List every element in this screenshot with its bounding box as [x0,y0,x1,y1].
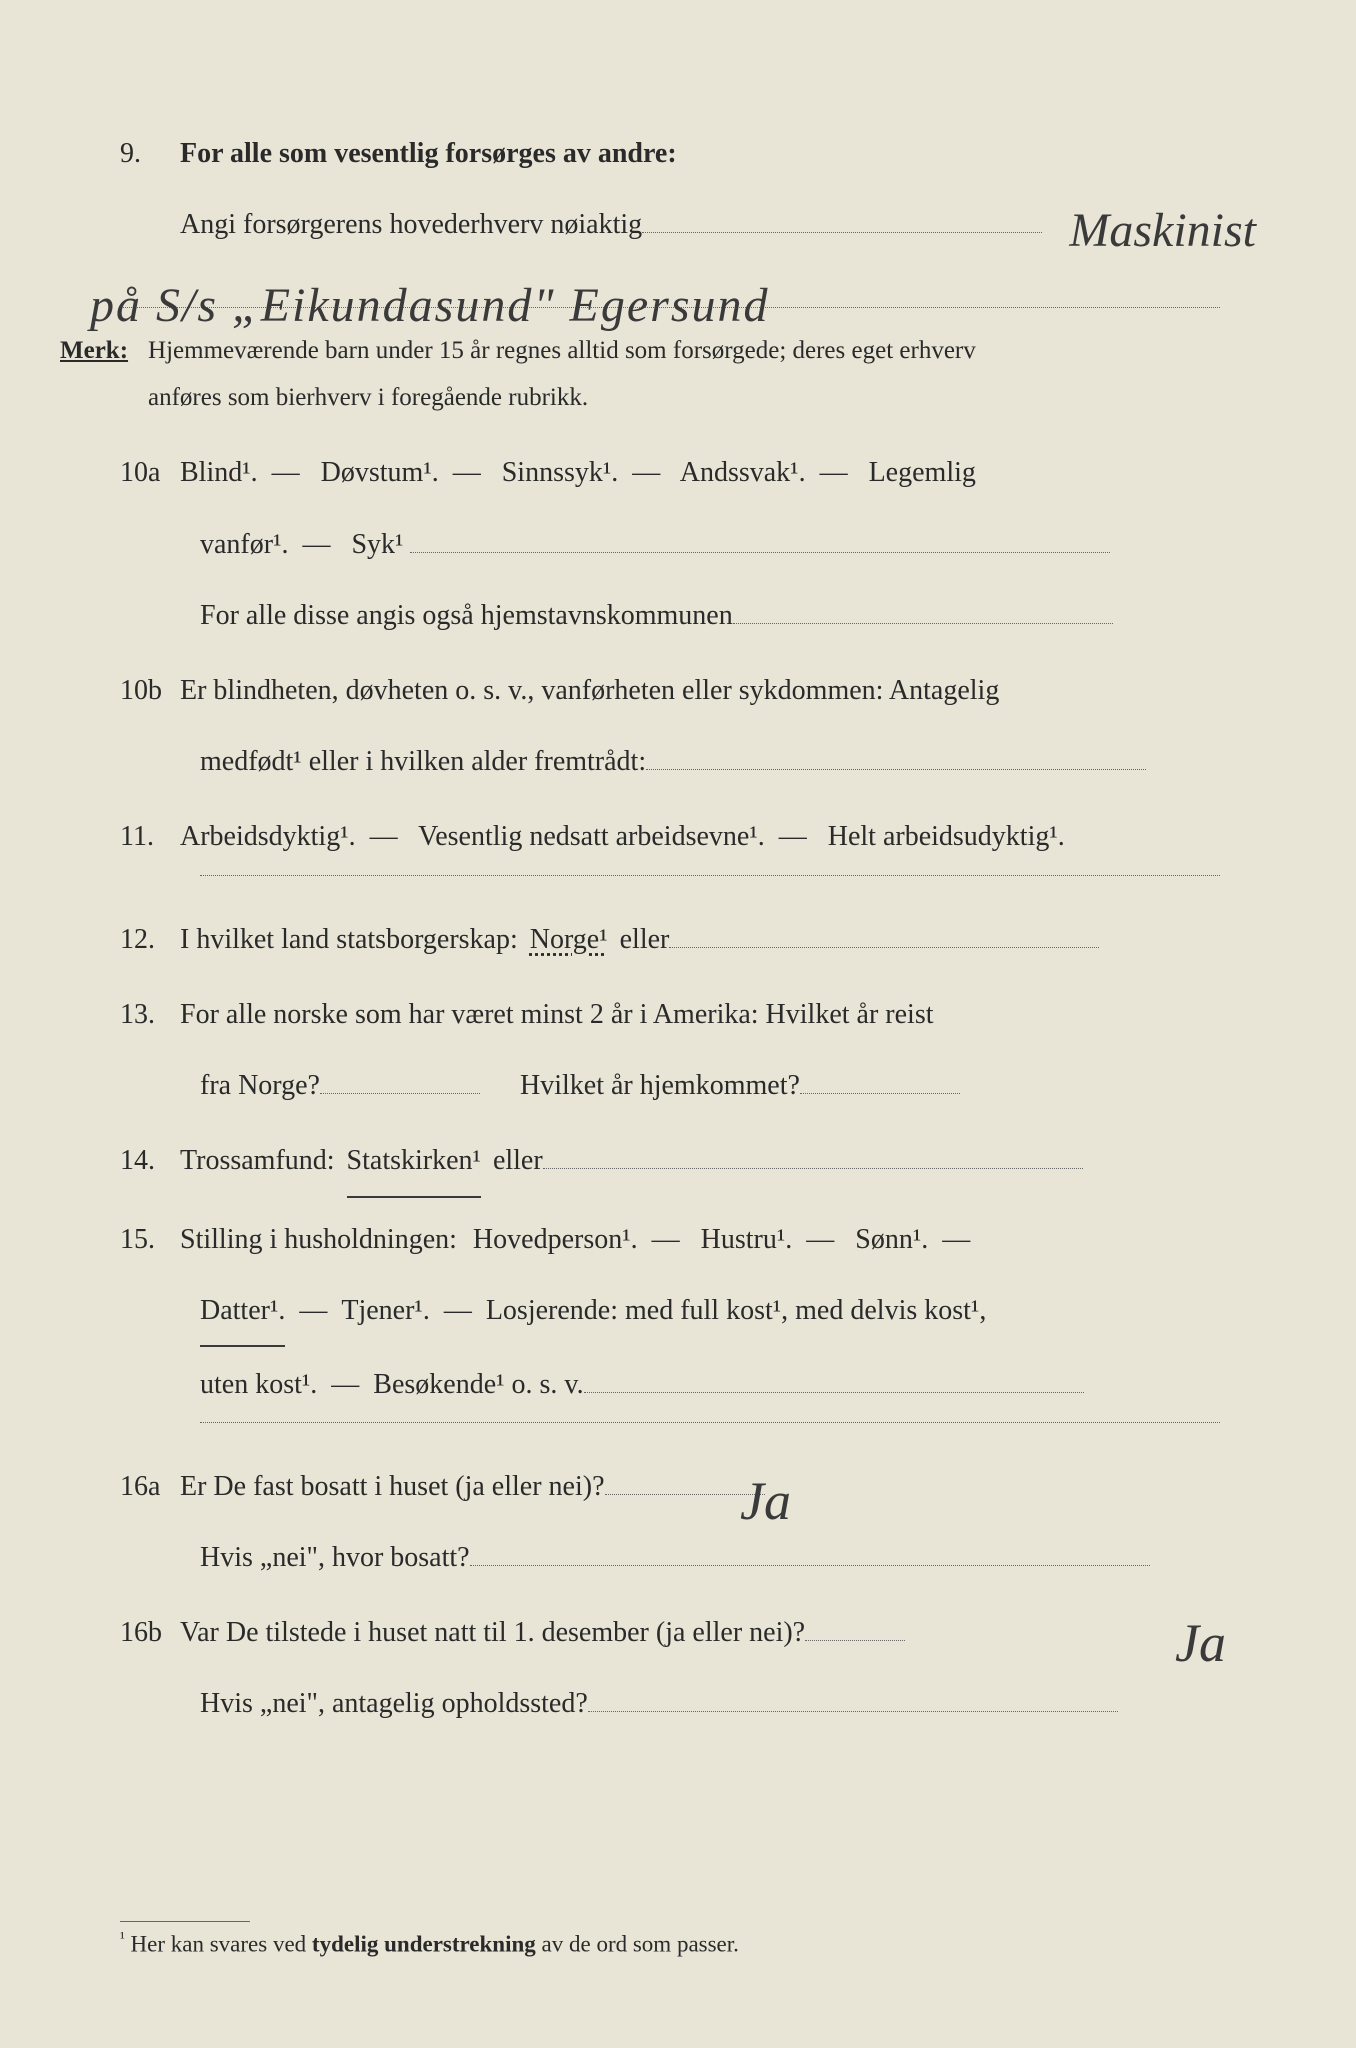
question-12: 12. I hvilket land statsborgerskap: Norg… [120,906,1256,973]
q14-suffix: eller [493,1127,543,1194]
note-merk: Merk: Hjemmeværende barn under 15 år reg… [60,330,1256,419]
q13-text1: For alle norske som har været minst 2 år… [180,981,934,1048]
q9-number: 9. [120,120,180,187]
q16b-text1: Var De tilstede i huset natt til 1. dese… [180,1599,805,1666]
question-16b: 16b Var De tilstede i huset natt til 1. … [120,1599,1256,1737]
q10a-number: 10a [120,439,180,506]
q13-number: 13. [120,981,180,1048]
q12-number: 12. [120,906,180,973]
merk-text2: anføres som bierhverv i foregående rubri… [148,377,588,420]
q14-text: Trossamfund: [180,1127,335,1194]
q10b-text1: Er blindheten, døvheten o. s. v., vanfør… [180,657,999,724]
q14-underlined: Statskirken¹ [347,1127,481,1198]
q15-underlined: Datter¹. [200,1277,285,1346]
footnote: ¹ Her kan svares ved tydelig understrekn… [120,1921,1170,1958]
q16a-handwritten: Ja [740,1437,791,1567]
q13-text2a: fra Norge? [200,1052,320,1119]
q11-number: 11. [120,803,180,870]
q16b-handwritten: Ja [1175,1579,1226,1709]
q12-text: I hvilket land statsborgerskap: [180,906,518,973]
q9-heading: For alle som vesentlig forsørges av andr… [180,120,677,187]
q12-underlined: Norge¹ [530,924,608,955]
question-13: 13. For alle norske som har været minst … [120,981,1256,1119]
merk-text1: Hjemmeværende barn under 15 år regnes al… [148,330,976,373]
q16a-text2: Hvis „nei", hvor bosatt? [200,1524,470,1591]
q10b-text2: medfødt¹ eller i hvilken alder fremtrådt… [200,728,646,795]
q12-suffix: eller [620,906,670,973]
q13-text2b: Hvilket år hjemkommet? [520,1052,800,1119]
question-16a: 16a Er De fast bosatt i huset (ja eller … [120,1453,1256,1591]
q15-number: 15. [120,1206,180,1273]
q10a-line2: For alle disse angis også hjemstavnskomm… [200,582,733,649]
q15-text1: Stilling i husholdningen: [180,1206,457,1273]
q16b-number: 16b [120,1599,180,1666]
q14-number: 14. [120,1127,180,1194]
question-15: 15. Stilling i husholdningen: Hovedperso… [120,1206,1256,1423]
q16a-text1: Er De fast bosatt i huset (ja eller nei)… [180,1453,605,1520]
question-10b: 10b Er blindheten, døvheten o. s. v., va… [120,657,1256,795]
footnote-text: Her kan svares ved tydelig understreknin… [131,1932,739,1957]
q10b-number: 10b [120,657,180,724]
form-page: 9. For alle som vesentlig forsørges av a… [120,120,1256,1738]
question-14: 14. Trossamfund: Statskirken¹ eller [120,1127,1256,1198]
q16a-number: 16a [120,1453,180,1520]
question-10a: 10a Blind¹.— Døvstum¹.— Sinnssyk¹.— Ands… [120,439,1256,649]
question-11: 11. Arbeidsdyktig¹.— Vesentlig nedsatt a… [120,803,1256,875]
merk-label: Merk: [60,330,128,373]
q16b-text2: Hvis „nei", antagelig opholdssted? [200,1670,588,1737]
question-9: 9. For alle som vesentlig forsørges av a… [120,120,1256,322]
footnote-marker: ¹ [120,1930,125,1947]
